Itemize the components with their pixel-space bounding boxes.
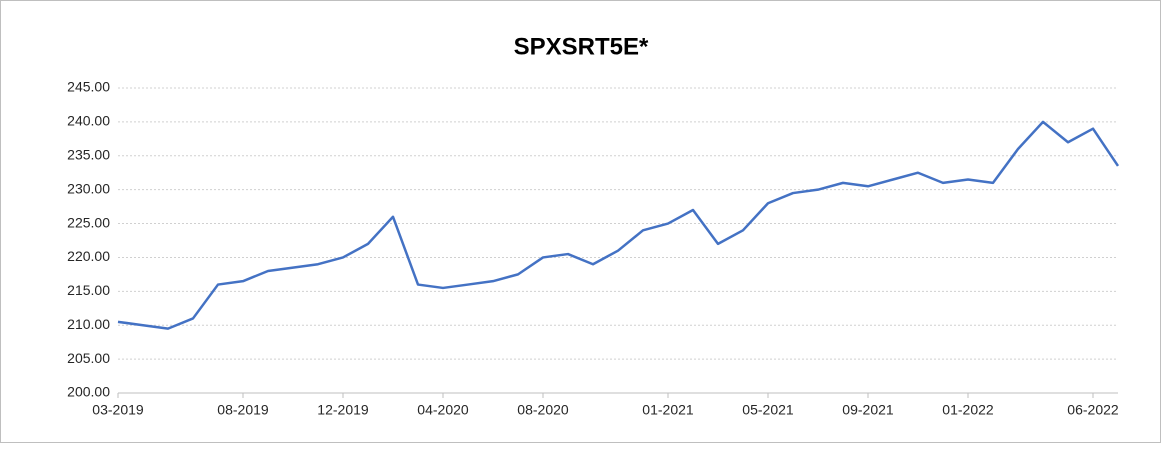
y-tick-label: 225.00 xyxy=(67,214,110,230)
x-tick-label: 12-2019 xyxy=(317,402,369,418)
y-tick-label: 230.00 xyxy=(67,180,110,196)
x-tick-label: 01-2022 xyxy=(942,402,994,418)
y-tick-label: 245.00 xyxy=(67,79,110,95)
y-tick-label: 235.00 xyxy=(67,146,110,162)
x-tick-label: 03-2019 xyxy=(92,402,144,418)
y-tick-label: 240.00 xyxy=(67,113,110,129)
x-tick-label: 04-2020 xyxy=(417,402,469,418)
x-tick-label: 08-2019 xyxy=(217,402,269,418)
y-tick-label: 205.00 xyxy=(67,350,110,366)
x-tick-label: 09-2021 xyxy=(842,402,894,418)
y-tick-label: 210.00 xyxy=(67,316,110,332)
y-tick-label: 200.00 xyxy=(67,384,110,400)
x-tick-label: 05-2021 xyxy=(742,402,794,418)
x-tick-label: 06-2022 xyxy=(1067,402,1119,418)
y-tick-label: 220.00 xyxy=(67,248,110,264)
x-tick-label: 01-2021 xyxy=(642,402,694,418)
x-tick-label: 08-2020 xyxy=(517,402,569,418)
y-tick-label: 215.00 xyxy=(67,282,110,298)
chart-title: SPXSRT5E* xyxy=(514,33,649,60)
data-line xyxy=(117,120,1120,330)
